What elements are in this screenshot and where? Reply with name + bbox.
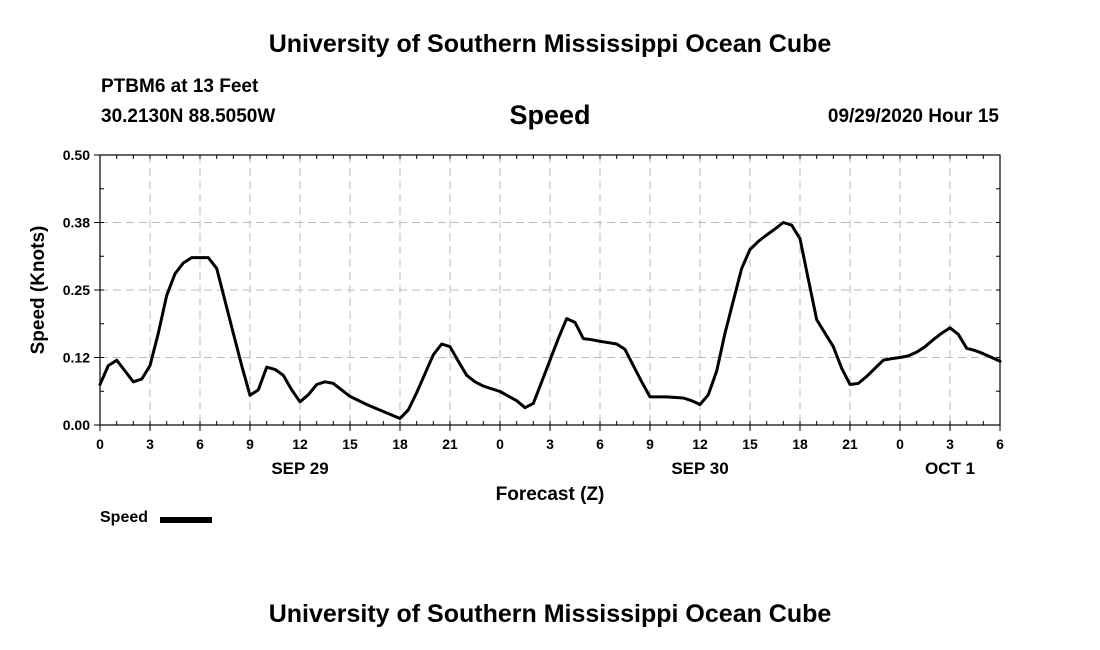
coordinates-label: 30.2130N 88.5050W — [101, 106, 276, 127]
x-tick-label: 6 — [596, 436, 604, 452]
station-label: PTBM6 at 13 Feet — [101, 76, 259, 97]
x-tick-label: 0 — [496, 436, 504, 452]
x-tick-label: 12 — [292, 436, 308, 452]
timestamp-label: 09/29/2020 Hour 15 — [827, 106, 999, 127]
y-tick-label: 0.25 — [63, 282, 90, 298]
x-tick-label: 3 — [546, 436, 554, 452]
legend-label: Speed — [100, 509, 149, 526]
x-tick-label: 0 — [896, 436, 904, 452]
x-tick-label: 0 — [96, 436, 104, 452]
page-title-bottom: University of Southern Mississippi Ocean… — [268, 600, 832, 628]
x-tick-label: 3 — [946, 436, 954, 452]
x-tick-label: 21 — [842, 436, 858, 452]
x-date-label: OCT 1 — [925, 459, 975, 478]
x-tick-label: 15 — [342, 436, 358, 452]
y-tick-label: 0.00 — [63, 417, 90, 433]
y-tick-label: 0.12 — [63, 350, 90, 366]
chart-title: Speed — [509, 100, 591, 130]
x-date-label: SEP 30 — [671, 459, 728, 478]
y-tick-label: 0.50 — [63, 147, 90, 163]
x-tick-label: 12 — [692, 436, 708, 452]
x-axis-title: Forecast (Z) — [496, 484, 605, 505]
x-tick-label: 18 — [792, 436, 808, 452]
x-tick-label: 15 — [742, 436, 758, 452]
legend-swatch — [160, 517, 212, 523]
x-date-label: SEP 29 — [271, 459, 328, 478]
page-title-top: University of Southern Mississippi Ocean… — [268, 30, 832, 58]
x-tick-label: 9 — [246, 436, 254, 452]
x-tick-label: 3 — [146, 436, 154, 452]
speed-series-line — [98, 221, 1002, 420]
x-tick-label: 9 — [646, 436, 654, 452]
x-tick-label: 6 — [996, 436, 1004, 452]
y-axis-title: Speed (Knots) — [28, 226, 49, 355]
x-tick-label: 6 — [196, 436, 204, 452]
y-tick-label: 0.38 — [63, 215, 90, 231]
x-tick-label: 18 — [392, 436, 408, 452]
x-tick-label: 21 — [442, 436, 458, 452]
